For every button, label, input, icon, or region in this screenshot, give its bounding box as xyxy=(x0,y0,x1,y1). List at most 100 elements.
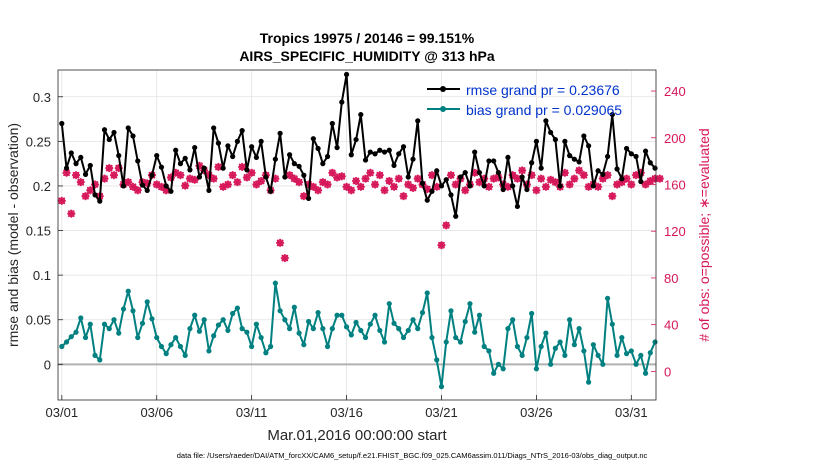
bias-point xyxy=(614,352,620,359)
bias-point xyxy=(362,334,369,341)
obs-evaluated-marker xyxy=(280,254,289,263)
rmse-point xyxy=(391,162,397,169)
rmse-point xyxy=(590,183,596,189)
rmse-point xyxy=(419,180,426,186)
bias-point xyxy=(320,326,326,332)
bias-point xyxy=(139,320,146,326)
rmse-point xyxy=(215,140,222,146)
rmse-point xyxy=(619,176,625,182)
legend-rmse-marker xyxy=(440,86,446,92)
legend-bias-marker xyxy=(440,106,446,112)
obs-evaluated-marker xyxy=(252,180,261,189)
rmse-point xyxy=(130,133,136,139)
obs-evaluated-marker xyxy=(361,174,370,183)
bias-point xyxy=(486,348,492,354)
obs-evaluated-marker xyxy=(347,186,356,195)
bias-point xyxy=(410,317,416,323)
bias-point xyxy=(301,342,307,348)
rmse-point xyxy=(258,138,264,144)
y-tick-label: 0 xyxy=(44,357,51,372)
rmse-point xyxy=(324,153,331,160)
rmse-point xyxy=(296,163,302,169)
y2-tick-label: 40 xyxy=(664,318,678,333)
bias-point xyxy=(538,343,544,350)
rmse-point xyxy=(358,111,364,118)
rmse-point xyxy=(291,161,297,167)
rmse-point xyxy=(82,171,89,177)
obs-evaluated-marker xyxy=(190,175,199,184)
x-tick-label: 03/01 xyxy=(46,405,79,420)
rmse-point xyxy=(448,192,454,198)
bias-series xyxy=(59,280,658,390)
obs-evaluated-marker xyxy=(67,209,76,218)
rmse-point xyxy=(239,128,245,134)
rmse-point xyxy=(135,158,141,164)
bias-point xyxy=(249,343,255,350)
bias-point xyxy=(467,301,473,307)
obs-evaluated-marker xyxy=(356,182,365,191)
obs-evaluated-marker xyxy=(437,241,446,250)
bias-point xyxy=(576,326,582,332)
obs-evaluated-marker xyxy=(409,183,418,192)
bias-point xyxy=(287,326,293,332)
bias-point xyxy=(97,357,103,363)
bias-point xyxy=(600,361,606,367)
rmse-point xyxy=(125,125,131,131)
rmse-point xyxy=(533,138,540,144)
bias-point xyxy=(144,299,150,305)
bias-point xyxy=(215,322,222,328)
obs-evaluated-marker xyxy=(432,182,441,191)
bias-point xyxy=(405,327,411,334)
obs-evaluated-marker xyxy=(404,180,413,189)
obs-evaluated-marker xyxy=(380,186,389,195)
obs-evaluated-marker xyxy=(390,182,399,191)
rmse-point xyxy=(548,129,554,136)
rmse-point xyxy=(457,174,464,180)
bias-point xyxy=(230,310,236,317)
bias-point xyxy=(400,334,407,341)
rmse-point xyxy=(595,168,601,174)
bias-point xyxy=(619,334,625,341)
rmse-point xyxy=(429,188,435,194)
rmse-point xyxy=(642,148,649,154)
bias-point xyxy=(386,301,392,307)
rmse-point xyxy=(538,165,544,171)
bias-point xyxy=(158,343,165,350)
obs-evaluated-marker xyxy=(541,182,550,191)
rmse-point xyxy=(310,136,316,142)
obs-evaluated-marker xyxy=(513,174,522,183)
bias-point xyxy=(87,321,93,327)
obs-evaluated-marker xyxy=(299,192,308,201)
rmse-point xyxy=(567,153,573,159)
rmse-point xyxy=(424,197,430,203)
rmse-point xyxy=(434,168,440,174)
bias-point xyxy=(324,343,331,350)
bias-point xyxy=(149,316,155,322)
bias-point xyxy=(647,350,653,356)
rmse-point xyxy=(372,151,378,157)
y2-tick-label: 160 xyxy=(664,177,686,192)
rmse-point xyxy=(182,155,188,161)
bias-point xyxy=(73,329,79,335)
rmse-point xyxy=(410,156,416,162)
bias-point xyxy=(154,334,160,341)
rmse-point xyxy=(211,125,217,131)
rmse-point xyxy=(173,147,179,153)
bias-point xyxy=(590,342,596,348)
obs-evaluated-marker xyxy=(565,180,574,189)
rmse-point xyxy=(481,183,487,189)
bias-point xyxy=(253,321,259,327)
bias-point xyxy=(239,326,245,332)
rmse-point xyxy=(628,151,634,157)
rmse-point xyxy=(400,144,407,150)
bias-point xyxy=(68,334,74,340)
rmse-point xyxy=(315,145,321,152)
rmse-point xyxy=(287,152,293,158)
bias-point xyxy=(495,361,502,367)
bias-point xyxy=(220,317,226,323)
bias-point xyxy=(92,352,98,359)
obs-evaluated-marker xyxy=(81,192,90,201)
rmse-point xyxy=(201,165,207,171)
bias-point xyxy=(519,352,525,359)
